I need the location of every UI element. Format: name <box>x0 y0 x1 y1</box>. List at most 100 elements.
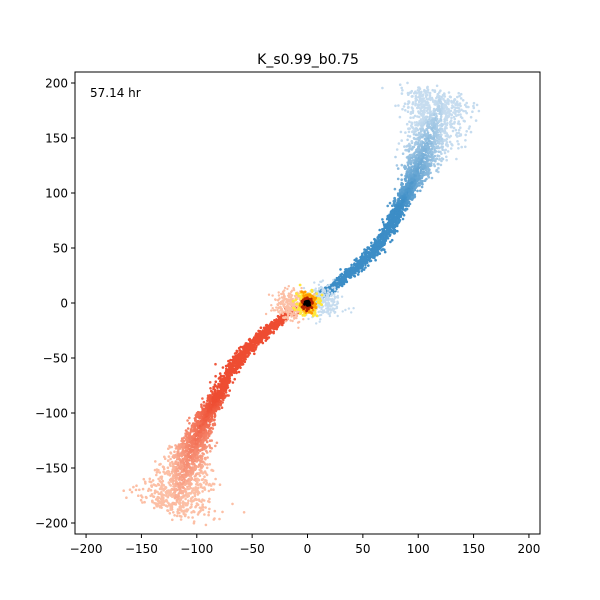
scatter-point-series-0 <box>393 217 397 221</box>
scatter-point-series-1 <box>210 447 213 450</box>
scatter-point-series-1 <box>134 488 138 492</box>
scatter-point-series-1 <box>208 497 211 501</box>
scatter-point-series-0 <box>404 179 408 182</box>
scatter-point-series-0 <box>414 141 418 145</box>
scatter-point-series-0 <box>408 120 411 124</box>
scatter-point-series-1 <box>201 452 204 455</box>
scatter-point-series-0 <box>411 130 414 134</box>
scatter-point-series-1 <box>204 483 208 486</box>
scatter-point-series-0 <box>397 194 400 197</box>
scatter-point-series-0 <box>381 218 384 221</box>
scatter-point-series-1 <box>162 489 165 492</box>
scatter-point-series-0 <box>388 201 392 205</box>
scatter-point-series-0 <box>439 117 442 121</box>
scatter-point-series-1 <box>172 511 175 514</box>
scatter-point-series-0 <box>397 142 401 145</box>
scatter-point-series-0 <box>414 102 417 106</box>
scatter-point-series-0 <box>428 93 432 97</box>
scatter-point-series-0 <box>396 177 400 181</box>
scatter-point-series-0 <box>447 114 450 117</box>
scatter-point-series-0 <box>443 151 447 155</box>
scatter-point-series-0 <box>408 159 411 163</box>
scatter-point-series-0 <box>352 267 356 270</box>
scatter-point-series-0 <box>420 122 424 125</box>
scatter-point-series-0 <box>409 153 412 157</box>
scatter-point-series-0 <box>464 145 467 149</box>
scatter-point-series-0 <box>460 145 464 149</box>
scatter-point-series-0 <box>410 195 414 199</box>
scatter-point-series-0 <box>443 120 446 123</box>
scatter-point-series-1 <box>224 395 227 398</box>
scatter-point-series-0 <box>396 229 399 233</box>
scatter-point-series-0 <box>336 290 340 293</box>
scatter-point-series-0 <box>364 258 367 262</box>
scatter-point-series-0 <box>407 192 411 196</box>
scatter-point-series-1 <box>212 482 216 486</box>
scatter-point-series-1 <box>167 455 171 458</box>
scatter-point-series-1 <box>258 331 262 334</box>
scatter-point-series-1 <box>206 463 209 466</box>
scatter-point-series-0 <box>445 141 449 144</box>
scatter-point-series-0 <box>468 125 472 128</box>
scatter-point-series-0 <box>440 152 443 155</box>
scatter-point-series-0 <box>455 157 458 161</box>
scatter-point-series-0 <box>457 91 461 95</box>
scatter-point-series-0 <box>408 202 412 206</box>
scatter-point-series-0 <box>456 103 459 107</box>
scatter-point-series-0 <box>433 90 437 93</box>
scatter-point-series-1 <box>186 427 190 430</box>
scatter-point-series-0 <box>457 110 461 114</box>
scatter-point-series-0 <box>302 286 306 290</box>
scatter-point-series-0 <box>439 89 442 92</box>
scatter-point-series-1 <box>199 509 202 512</box>
scatter-point-series-0 <box>364 266 367 269</box>
scatter-point-series-0 <box>363 261 366 264</box>
scatter-point-series-0 <box>378 243 382 247</box>
scatter-point-series-1 <box>151 499 154 503</box>
scatter-point-series-0 <box>325 297 328 300</box>
scatter-point-series-1 <box>156 482 160 486</box>
scatter-point-series-1 <box>205 466 209 470</box>
scatter-point-series-0 <box>427 176 431 179</box>
scatter-point-series-0 <box>357 270 361 274</box>
scatter-point-series-0 <box>414 99 418 103</box>
scatter-point-series-0 <box>354 271 357 275</box>
scatter-point-series-0 <box>437 120 441 123</box>
scatter-point-series-1 <box>132 485 135 489</box>
scatter-point-series-1 <box>182 461 186 464</box>
scatter-point-series-1 <box>169 461 172 465</box>
scatter-point-series-1 <box>170 471 174 475</box>
scatter-point-series-0 <box>419 128 422 131</box>
scatter-point-series-1 <box>163 457 167 461</box>
scatter-point-series-0 <box>459 113 462 116</box>
scatter-point-series-1 <box>191 516 194 519</box>
scatter-point-series-0 <box>391 220 394 224</box>
scatter-point-series-0 <box>443 109 446 113</box>
scatter-point-series-0 <box>433 125 437 128</box>
scatter-point-series-0 <box>381 228 384 231</box>
scatter-point-series-0 <box>350 263 353 267</box>
scatter-point-series-0 <box>428 135 432 139</box>
scatter-point-series-0 <box>424 101 428 104</box>
scatter-point-series-0 <box>340 282 344 285</box>
scatter-point-series-0 <box>445 155 448 159</box>
scatter-point-series-0 <box>400 86 404 90</box>
scatter-point-series-0 <box>459 97 463 100</box>
scatter-point-series-1 <box>155 471 159 474</box>
scatter-point-series-1 <box>193 475 197 478</box>
scatter-point-series-0 <box>411 111 415 115</box>
scatter-point-series-0 <box>391 204 394 207</box>
scatter-point-series-0 <box>340 295 344 298</box>
scatter-point-series-1 <box>176 463 180 467</box>
scatter-point-series-1 <box>214 380 218 384</box>
scatter-point-series-1 <box>206 417 209 420</box>
scatter-point-series-0 <box>435 112 438 116</box>
scatter-point-series-0 <box>321 279 325 282</box>
scatter-point-series-1 <box>226 386 230 389</box>
scatter-point-series-0 <box>401 107 404 111</box>
scatter-point-series-0 <box>342 275 346 279</box>
scatter-point-series-0 <box>455 114 458 118</box>
scatter-point-series-0 <box>415 160 418 163</box>
scatter-point-series-0 <box>419 161 423 165</box>
scatter-point-series-0 <box>410 168 413 172</box>
